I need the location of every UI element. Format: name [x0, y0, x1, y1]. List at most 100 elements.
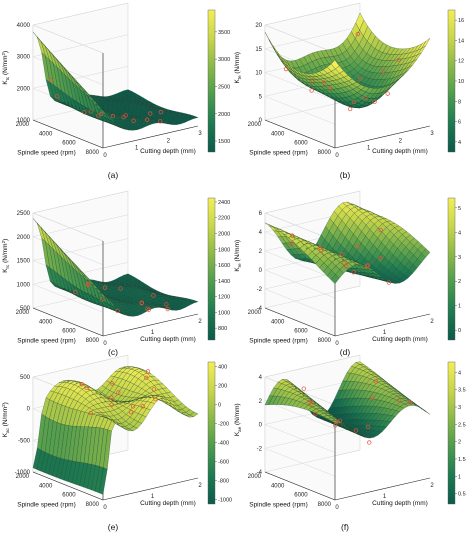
z-tick-label: 1000 — [17, 118, 31, 124]
y-tick-label: 8000 — [318, 338, 332, 344]
colorbar-tick-label: 1.5 — [458, 457, 466, 463]
z-axis-label: Kac (N/mm2) — [1, 402, 10, 437]
z-gridline — [32, 212, 104, 242]
x-axis-line — [102, 477, 199, 501]
z-tick-label: 500 — [20, 306, 31, 312]
data-marker — [309, 88, 314, 93]
data-marker — [378, 227, 383, 233]
colorbar-tick-label: 2400 — [218, 200, 230, 206]
data-marker — [307, 399, 312, 404]
z-tick-label: 1000 — [17, 282, 31, 288]
colorbar-tick-label: 5 — [458, 206, 461, 212]
x-tick-label: 2 — [399, 138, 403, 144]
z-label-part: K — [2, 432, 9, 437]
y-tick-label: 6000 — [62, 493, 76, 499]
z-gridline — [264, 400, 336, 429]
data-marker — [290, 233, 295, 238]
colorbar-tick-label: 3.5 — [458, 388, 466, 394]
x-tick-label: 0 — [103, 341, 107, 347]
z-tick-label: 4000 — [17, 23, 31, 29]
y-tick-label: 4000 — [271, 483, 285, 489]
x-tick-label: 0 — [335, 341, 339, 347]
z-tick-label: 0 — [259, 118, 263, 124]
z-label-part: ac — [5, 427, 10, 433]
data-marker — [144, 117, 150, 122]
colorbar-tick-label: -800 — [218, 478, 229, 484]
z-gridline — [264, 448, 336, 477]
panel-caption: (a) — [108, 170, 119, 180]
data-marker — [355, 244, 360, 249]
surface-patch — [189, 411, 199, 417]
colorbar-tick-label: -200 — [218, 422, 229, 428]
y-axis-line — [264, 471, 336, 501]
z-tick-label: 5 — [259, 94, 263, 100]
z-label-part: re — [237, 263, 242, 267]
colorbar-tick-label: 12 — [458, 59, 464, 65]
colorbar-tick-label: 3000 — [218, 57, 230, 63]
z-tick-label: 0 — [259, 268, 263, 274]
z-label-part: K — [234, 431, 241, 436]
colorbar-tick-label: -600 — [218, 459, 229, 465]
z-gridline — [264, 250, 336, 280]
z-gridline — [264, 426, 361, 449]
y-tick-label: 6000 — [294, 329, 308, 335]
data-marker — [109, 395, 114, 400]
panel-d: 0 1 2 2000 4000 6000 8000 -4 -2 0 2 4 6 Cutting depth… — [234, 190, 461, 357]
x-axis-label: Cutting depth (mm) — [372, 148, 428, 155]
z-label-part: (N/mm — [2, 407, 9, 428]
y-tick-label: 2000 — [16, 474, 30, 480]
y-axis-label: Spindle speed (rpm) — [249, 502, 308, 509]
y-tick-label: 6000 — [294, 141, 308, 147]
data-marker — [73, 290, 78, 295]
y-tick-label: 2000 — [248, 310, 262, 316]
y-axis-label: Spindle speed (rpm) — [17, 502, 76, 509]
colorbar-tick-label: 2 — [458, 440, 461, 446]
data-marker — [84, 385, 89, 390]
z-axis-label: Kre (N/mm) — [234, 240, 242, 272]
colorbar-tick-label: 1400 — [218, 279, 230, 285]
z-tick-label: 20 — [255, 23, 262, 29]
z-gridline — [264, 288, 336, 318]
colorbar-tick-label: 1 — [458, 304, 461, 310]
data-marker — [82, 110, 87, 115]
y-tick-label: 8000 — [318, 502, 332, 508]
data-marker — [102, 285, 108, 290]
z-gridline — [264, 424, 336, 453]
colorbar-tick-label: 1800 — [218, 247, 230, 253]
z-label-part: (N/mm) — [234, 240, 241, 263]
data-marker — [357, 76, 363, 82]
z-gridline — [264, 354, 361, 378]
z-tick-label: 0 — [259, 423, 263, 429]
colorbar — [207, 197, 216, 341]
colorbar-tick-label: 1500 — [218, 139, 230, 145]
colorbar-tick-label: 3500 — [218, 30, 230, 36]
z-label-part: ) — [2, 402, 9, 404]
z-gridline — [32, 214, 129, 237]
z-axis-label: Ktc (N/mm2) — [1, 51, 10, 85]
panel-caption: (d) — [340, 347, 351, 357]
surface-patch — [421, 408, 431, 415]
colorbar-tick-label: 1200 — [218, 295, 230, 301]
surface-mesh — [32, 366, 199, 495]
z-axis-label: Kte (N/mm) — [234, 52, 242, 84]
data-marker — [164, 302, 169, 307]
y-tick-label: 4000 — [271, 319, 285, 325]
data-marker — [55, 94, 60, 99]
y-tick-label: 4000 — [39, 483, 53, 489]
y-tick-label: 4000 — [39, 131, 53, 137]
data-marker — [380, 69, 386, 74]
colorbar — [207, 9, 216, 153]
colorbar-tick-label: 1000 — [218, 310, 230, 316]
data-marker — [109, 381, 115, 386]
z-label-part: (N/mm — [2, 56, 9, 77]
y-tick-label: 4000 — [39, 319, 53, 325]
colorbar-tick-label: 800 — [218, 326, 227, 332]
z-label-part: (N/mm) — [234, 52, 241, 75]
data-marker — [158, 109, 164, 115]
z-gridline — [264, 2, 361, 26]
y-tick-label: 2000 — [16, 122, 30, 128]
y-tick-label: 8000 — [318, 150, 332, 156]
data-marker — [396, 57, 402, 63]
